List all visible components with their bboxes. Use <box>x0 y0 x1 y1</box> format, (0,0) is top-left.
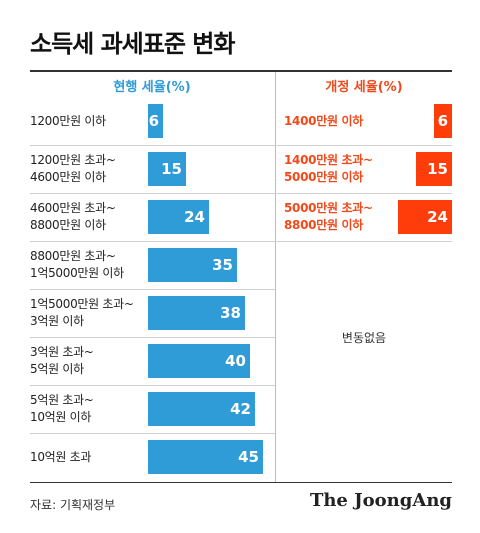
current-rate-value: 40 <box>225 352 246 370</box>
revised-rate-value: 24 <box>427 208 448 226</box>
header-current-rate: 현행 세율(%) <box>113 80 191 95</box>
revised-rate-value: 6 <box>437 112 448 130</box>
bracket-label: 1억5000만원 초과~ 3억원 이하 <box>30 297 134 328</box>
column-divider <box>275 72 276 482</box>
no-change-label: 변동없음 <box>341 331 387 345</box>
current-rate-bar <box>148 296 245 330</box>
revised-rate-bar <box>398 200 452 234</box>
bracket-label: 1200만원 이하 <box>30 113 106 128</box>
revised-bracket-label: 1400만원 초과~ 5000만원 이하 <box>284 153 373 184</box>
current-rate-bar <box>148 104 163 138</box>
brand-logo: The JoongAng <box>309 490 452 511</box>
bracket-label: 10억원 초과 <box>30 449 92 464</box>
row-divider <box>30 241 452 242</box>
bottom-rule <box>30 482 452 483</box>
current-rate-value: 35 <box>212 256 233 274</box>
current-rate-value: 15 <box>161 160 182 178</box>
chart-title: 소득세 과세표준 변화 <box>30 30 235 58</box>
header-revised-rate: 개정 세율(%) <box>325 80 403 95</box>
current-rate-bar <box>148 248 237 282</box>
bracket-label: 5억원 초과~ 10억원 이하 <box>30 393 94 424</box>
row-divider <box>30 337 275 338</box>
row-divider <box>30 385 275 386</box>
bracket-label: 4600만원 초과~ 8800만원 이하 <box>30 201 116 232</box>
row-divider <box>30 193 452 194</box>
top-rule <box>30 70 452 72</box>
revised-bracket-label: 5000만원 초과~ 8800만원 이하 <box>284 201 373 232</box>
row-divider <box>30 433 275 434</box>
source-text: 자료: 기획재정부 <box>30 498 116 512</box>
current-rate-value: 6 <box>148 112 159 130</box>
bracket-label: 8800만원 초과~ 1억5000만원 이하 <box>30 249 124 280</box>
revised-rate-bar <box>416 152 452 186</box>
current-rate-bar <box>148 152 186 186</box>
row-divider <box>30 145 452 146</box>
current-rate-bar <box>148 392 255 426</box>
current-rate-value: 38 <box>220 304 241 322</box>
current-rate-value: 42 <box>230 400 251 418</box>
current-rate-value: 45 <box>238 448 259 466</box>
bracket-label: 1200만원 초과~ 4600만원 이하 <box>30 153 116 184</box>
current-rate-value: 24 <box>184 208 205 226</box>
current-rate-bar <box>148 344 250 378</box>
bracket-label: 3억원 초과~ 5억원 이하 <box>30 345 94 376</box>
revised-rate-bar <box>434 104 452 138</box>
revised-rate-value: 15 <box>427 160 448 178</box>
current-rate-bar <box>148 200 209 234</box>
revised-bracket-label: 1400만원 이하 <box>284 113 364 128</box>
current-rate-bar <box>148 440 263 474</box>
row-divider <box>30 289 275 290</box>
